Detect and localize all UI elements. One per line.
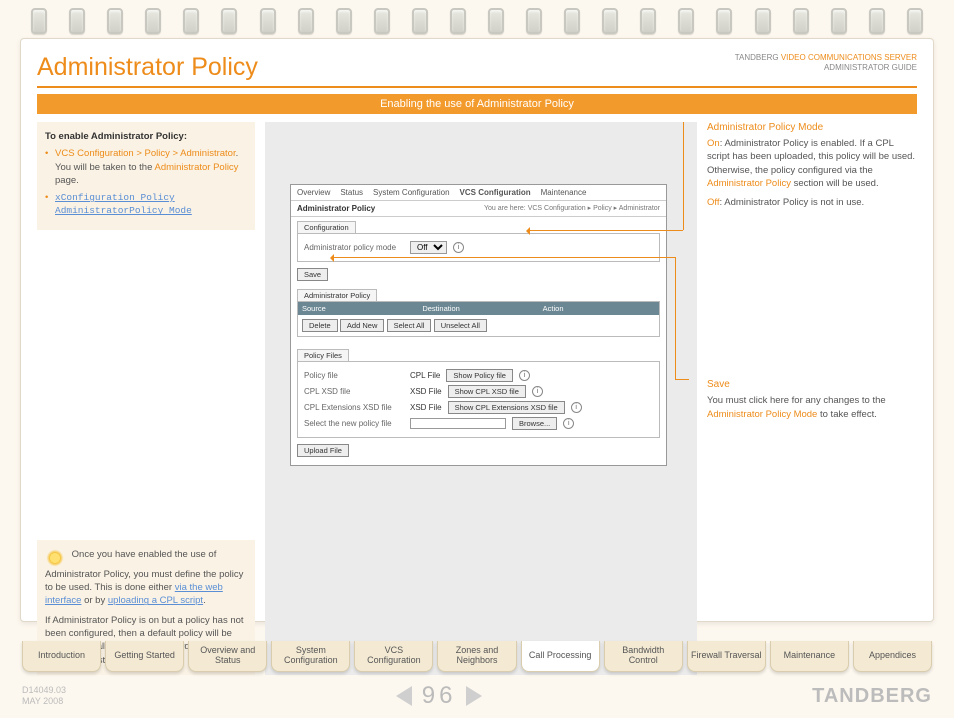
prev-page-icon[interactable] [396, 686, 412, 706]
chapter-tab[interactable]: Maintenance [770, 641, 849, 672]
policy-list-panel: Source Destination Action Delete Add New… [297, 301, 660, 337]
save-callout-head: Save [707, 379, 917, 390]
meta-doc: ADMINISTRATOR GUIDE [735, 63, 917, 73]
chapter-tab[interactable]: Firewall Traversal [687, 641, 766, 672]
enable-intro: To enable Administrator Policy: [45, 131, 187, 142]
screenshot-column: Overview Status System Configuration VCS… [265, 122, 697, 675]
help-icon[interactable]: i [453, 242, 464, 253]
doc-id: D14049.03 MAY 2008 [22, 685, 66, 707]
admin-policy-mode-link[interactable]: Administrator Policy Mode [707, 409, 817, 420]
vcs-tab-active[interactable]: VCS Configuration [460, 188, 531, 197]
lightbulb-icon [45, 548, 65, 568]
vcs-page-title: Administrator Policy You are here: VCS C… [291, 201, 666, 217]
meta-company: TANDBERG [735, 53, 779, 62]
addnew-button[interactable]: Add New [340, 319, 384, 332]
connector-line [533, 230, 683, 231]
connector-arrow [527, 230, 533, 231]
upload-cpl-link[interactable]: uploading a CPL script [108, 595, 203, 606]
chapter-tab[interactable]: Overview and Status [188, 641, 267, 672]
help-icon[interactable]: i [519, 370, 530, 381]
policy-files-panel: Policy fileCPL File Show Policy file i C… [297, 361, 660, 438]
bullet-cli: xConfiguration Policy AdministratorPolic… [45, 191, 247, 218]
vcs-tab[interactable]: Status [340, 188, 363, 197]
show-xsd-button[interactable]: Show CPL XSD file [448, 385, 526, 398]
policyfiles-subtab[interactable]: Policy Files [297, 349, 349, 361]
left-column: To enable Administrator Policy: VCS Conf… [37, 122, 255, 675]
connector-line [675, 257, 676, 379]
section-banner: Enabling the use of Administrator Policy [37, 94, 917, 114]
show-policy-button[interactable]: Show Policy file [446, 369, 513, 382]
doc-meta: TANDBERG VIDEO COMMUNICATIONS SERVER ADM… [735, 53, 917, 74]
nav-path-link[interactable]: VCS Configuration > Policy > Administrat… [55, 148, 236, 159]
chapter-tabs: Introduction Getting Started Overview an… [22, 641, 932, 672]
mode-select[interactable]: Off [410, 241, 447, 254]
chapter-tab[interactable]: Introduction [22, 641, 101, 672]
adminpolicy-subtab[interactable]: Administrator Policy [297, 289, 377, 301]
title-bar: Administrator Policy TANDBERG VIDEO COMM… [37, 53, 917, 88]
right-column: Administrator Policy Mode On: Administra… [707, 122, 917, 675]
next-page-icon[interactable] [466, 686, 482, 706]
vcs-tab[interactable]: System Configuration [373, 188, 449, 197]
unselectall-button[interactable]: Unselect All [434, 319, 487, 332]
page-title: Administrator Policy [37, 53, 258, 82]
chapter-tab[interactable]: Getting Started [105, 641, 184, 672]
policy-file-input[interactable] [410, 418, 506, 429]
connector-line [337, 257, 675, 258]
vcs-screenshot: Overview Status System Configuration VCS… [290, 184, 667, 466]
browse-button[interactable]: Browse... [512, 417, 557, 430]
mode-callout-head: Administrator Policy Mode [707, 122, 917, 133]
document-page: Administrator Policy TANDBERG VIDEO COMM… [0, 0, 954, 718]
chapter-tab[interactable]: System Configuration [271, 641, 350, 672]
bullet-nav: VCS Configuration > Policy > Administrat… [45, 147, 247, 187]
columns: To enable Administrator Policy: VCS Conf… [37, 122, 917, 675]
vcs-tab[interactable]: Overview [297, 188, 330, 197]
help-icon[interactable]: i [571, 402, 582, 413]
mode-callout-text: On: Administrator Policy is enabled. If … [707, 137, 917, 209]
brand-logo: TANDBERG [812, 685, 932, 708]
page-navigator: 96 [396, 682, 483, 710]
config-subtab[interactable]: Configuration [297, 221, 356, 233]
help-icon[interactable]: i [532, 386, 543, 397]
mode-label: Administrator policy mode [304, 243, 404, 252]
page-footer: D14049.03 MAY 2008 96 TANDBERG [22, 682, 932, 710]
enable-steps-box: To enable Administrator Policy: VCS Conf… [37, 122, 255, 230]
page-number: 96 [422, 682, 457, 710]
breadcrumb: You are here: VCS Configuration ▸ Policy… [484, 204, 660, 212]
spiral-binding [20, 8, 934, 38]
policy-list-header: Source Destination Action [298, 302, 659, 315]
chapter-tab[interactable]: Bandwidth Control [604, 641, 683, 672]
connector-arrow [331, 257, 337, 258]
connector-line [683, 122, 684, 230]
vcs-tab[interactable]: Maintenance [541, 188, 587, 197]
content-sheet: Administrator Policy TANDBERG VIDEO COMM… [20, 38, 934, 622]
vcs-main-tabs: Overview Status System Configuration VCS… [291, 185, 666, 201]
show-ext-xsd-button[interactable]: Show CPL Extensions XSD file [448, 401, 565, 414]
save-button[interactable]: Save [297, 268, 328, 281]
chapter-tab[interactable]: Zones and Neighbors [437, 641, 516, 672]
chapter-tab[interactable]: Appendices [853, 641, 932, 672]
connector-line [675, 379, 689, 380]
delete-button[interactable]: Delete [302, 319, 338, 332]
admin-policy-link[interactable]: Administrator Policy [707, 178, 791, 189]
cli-command-link[interactable]: xConfiguration Policy AdministratorPolic… [55, 192, 192, 216]
chapter-tab[interactable]: VCS Configuration [354, 641, 433, 672]
meta-product: VIDEO COMMUNICATIONS SERVER [781, 53, 917, 62]
chapter-tab-active[interactable]: Call Processing [521, 641, 600, 672]
selectall-button[interactable]: Select All [387, 319, 432, 332]
admin-policy-link[interactable]: Administrator Policy [154, 162, 238, 173]
save-callout-text: You must click here for any changes to t… [707, 394, 917, 421]
upload-button[interactable]: Upload File [297, 444, 349, 457]
help-icon[interactable]: i [563, 418, 574, 429]
